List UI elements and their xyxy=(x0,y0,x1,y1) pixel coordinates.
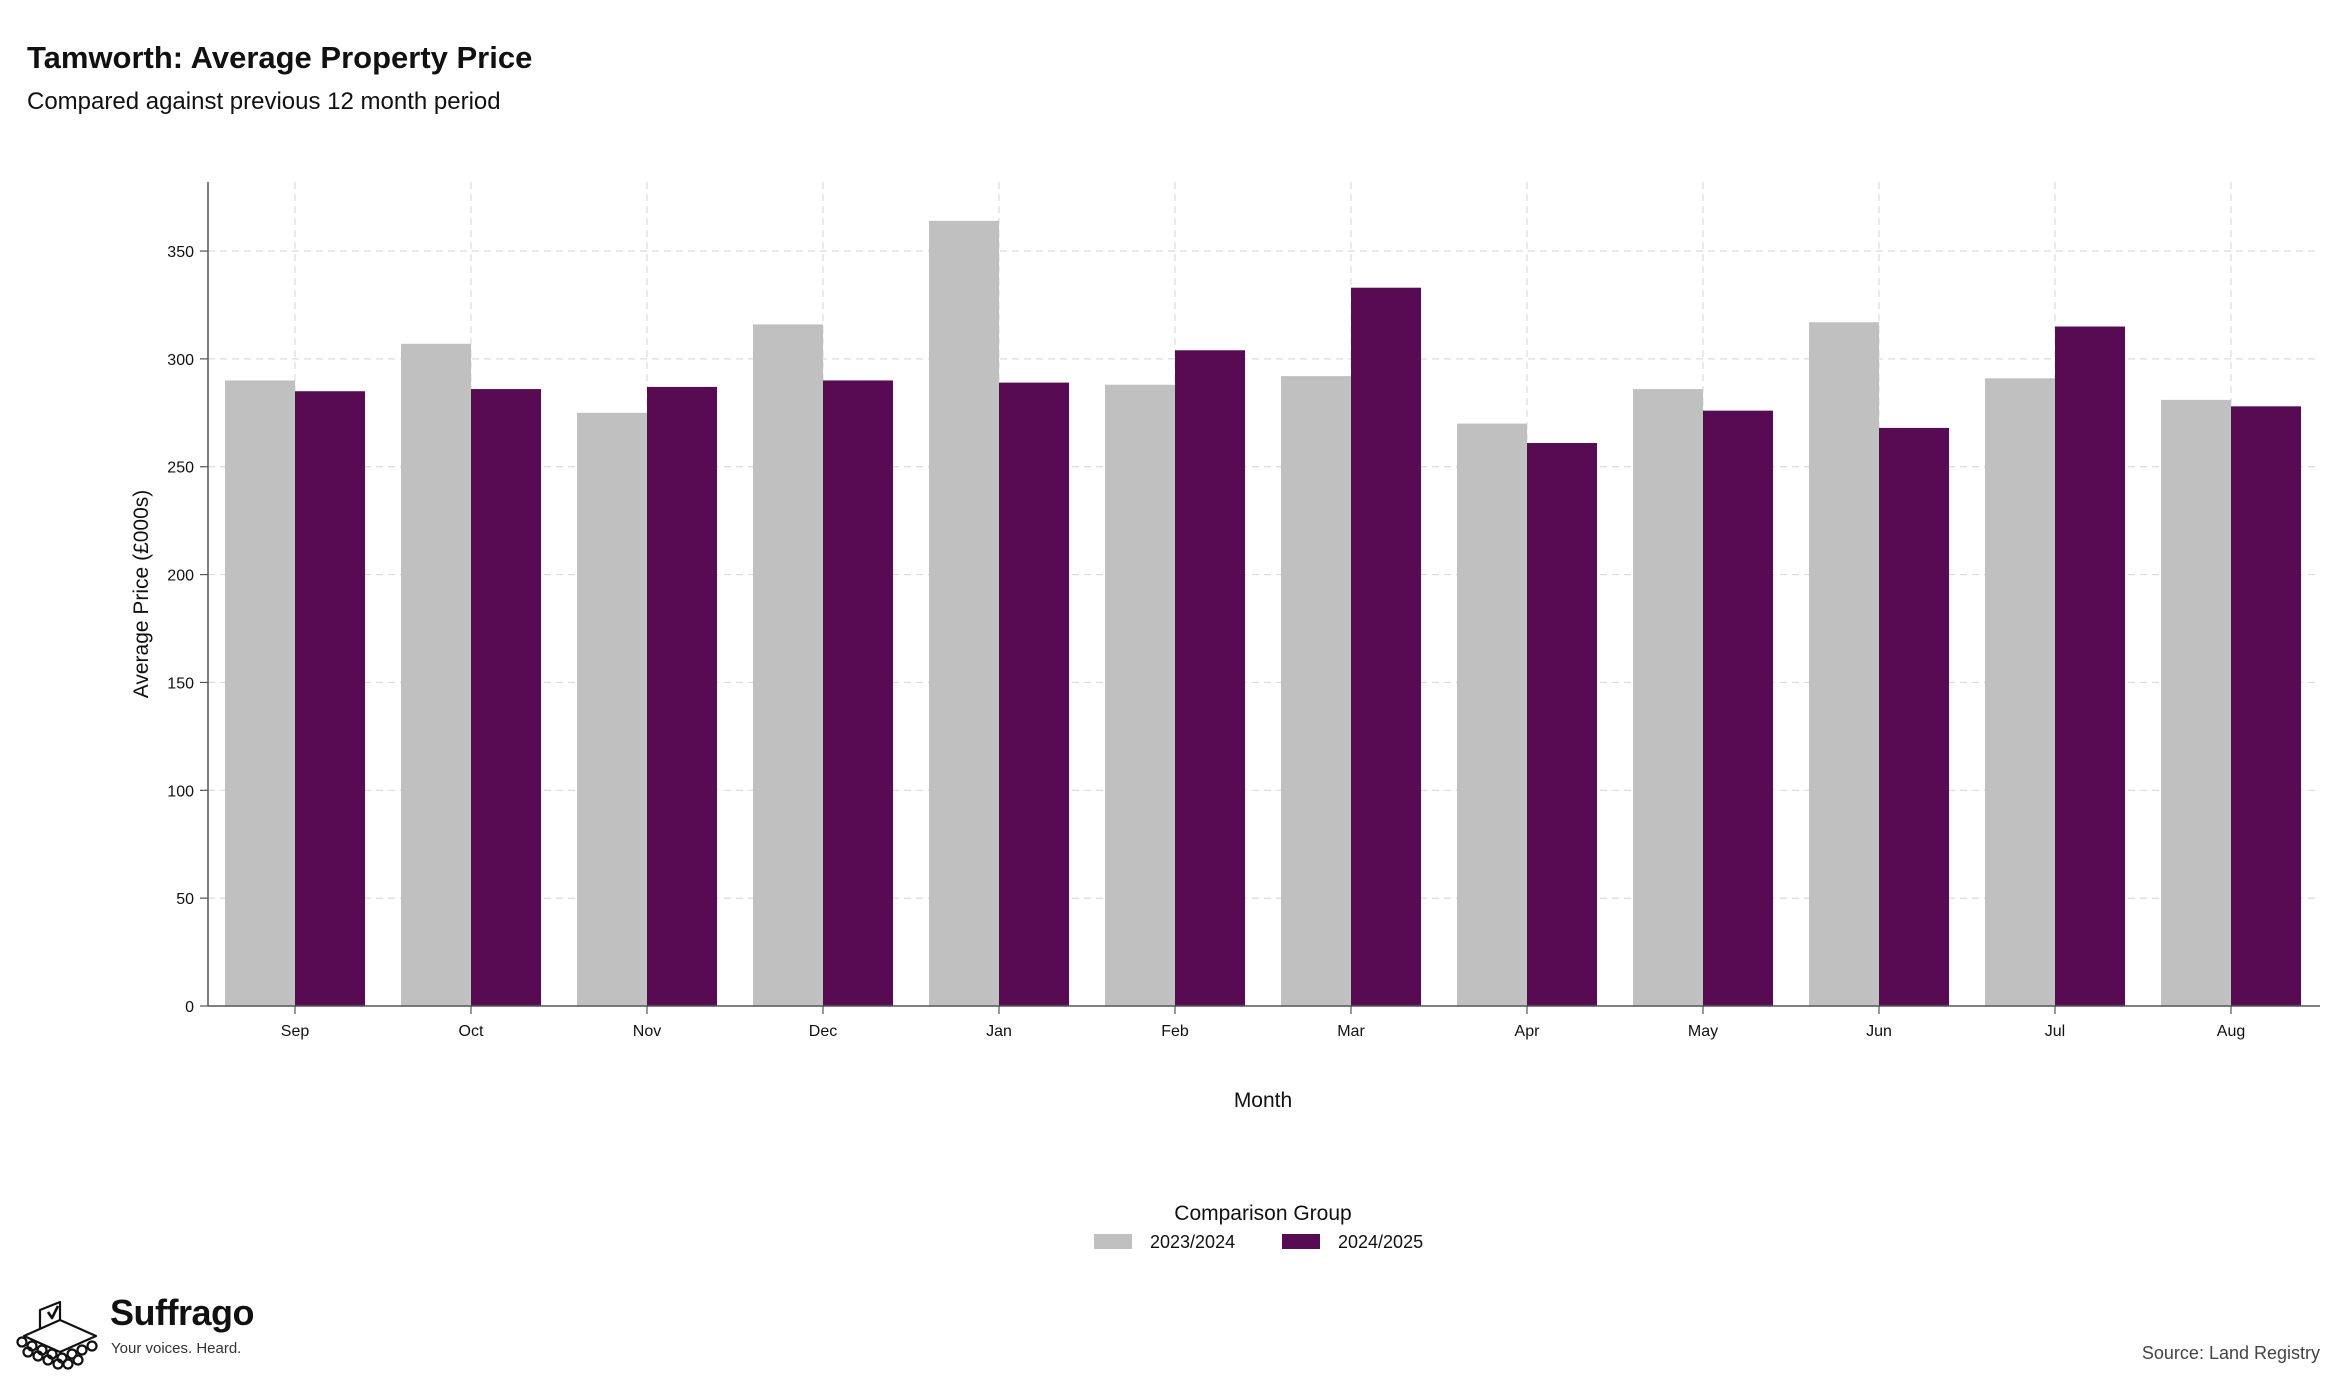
ballot-box-icon xyxy=(16,1300,98,1370)
x-tick-label: May xyxy=(1688,1023,1718,1040)
x-tick-label: Mar xyxy=(1337,1023,1365,1040)
x-tick-labels: Sep Oct Nov Dec Jan Feb Mar Apr May Jun Jul Aug xyxy=(281,1006,2245,1040)
legend-swatch-2023-2024 xyxy=(1094,1234,1132,1249)
y-tick-label: 300 xyxy=(167,352,194,369)
x-tick-label: Feb xyxy=(1161,1023,1189,1040)
brand-name: Suffrago xyxy=(110,1292,255,1333)
legend-title: Comparison Group xyxy=(1174,1202,1351,1225)
y-tick-label: 250 xyxy=(167,460,194,477)
x-tick-label: Sep xyxy=(281,1023,310,1040)
brand-tagline: Your voices. Heard. xyxy=(111,1340,242,1357)
y-tick-label: 0 xyxy=(185,999,194,1016)
bar-oct-2023-2024 xyxy=(401,343,471,1006)
x-tick-label: Jan xyxy=(986,1023,1012,1040)
bar-aug-2023-2024 xyxy=(2161,399,2231,1006)
bar-jul-2023-2024 xyxy=(1985,378,2055,1006)
x-tick-label: Aug xyxy=(2217,1023,2245,1040)
bar-may-2024-2025 xyxy=(1703,410,1773,1007)
y-tick-label: 200 xyxy=(167,568,194,585)
bar-sep-2023-2024 xyxy=(225,380,295,1006)
y-tick-label: 50 xyxy=(176,891,194,908)
bar-jul-2024-2025 xyxy=(2055,326,2125,1006)
bar-jun-2023-2024 xyxy=(1809,322,1879,1006)
bar-apr-2024-2025 xyxy=(1527,443,1597,1006)
legend-label-2023-2024: 2023/2024 xyxy=(1150,1232,1235,1252)
x-tick-label: Dec xyxy=(809,1023,837,1040)
bar-mar-2024-2025 xyxy=(1351,287,1421,1006)
bar-feb-2024-2025 xyxy=(1175,350,1245,1006)
x-tick-label: Jun xyxy=(1866,1023,1892,1040)
bar-feb-2023-2024 xyxy=(1105,384,1175,1006)
bar-jan-2024-2025 xyxy=(999,382,1069,1007)
x-tick-label: Apr xyxy=(1515,1023,1541,1040)
bar-jan-2023-2024 xyxy=(929,220,999,1007)
chart-title: Tamworth: Average Property Price xyxy=(27,40,533,75)
bar-nov-2024-2025 xyxy=(647,386,717,1006)
bar-nov-2023-2024 xyxy=(577,412,647,1006)
x-axis-title: Month xyxy=(1234,1089,1292,1112)
bar-sep-2024-2025 xyxy=(295,391,365,1006)
y-tick-label: 350 xyxy=(167,244,194,261)
x-tick-label: Oct xyxy=(459,1023,484,1040)
bar-apr-2023-2024 xyxy=(1457,423,1527,1006)
x-tick-label: Nov xyxy=(633,1023,661,1040)
legend-label-2024-2025: 2024/2025 xyxy=(1338,1232,1423,1252)
legend-swatch-2024-2025 xyxy=(1282,1234,1320,1249)
source-note: Source: Land Registry xyxy=(2141,1343,2320,1363)
bar-dec-2023-2024 xyxy=(753,324,823,1007)
chart-subtitle: Compared against previous 12 month perio… xyxy=(27,88,501,115)
x-tick-label: Jul xyxy=(2045,1023,2065,1040)
bar-dec-2024-2025 xyxy=(823,380,893,1006)
bar-mar-2023-2024 xyxy=(1281,376,1351,1007)
y-tick-labels: 0 50 100 150 200 250 300 350 xyxy=(167,244,208,1016)
bar-oct-2024-2025 xyxy=(471,389,541,1007)
y-tick-label: 150 xyxy=(167,675,194,692)
brand-logo: Suffrago Your voices. Heard. xyxy=(14,1292,314,1372)
y-tick-label: 100 xyxy=(167,783,194,800)
bar-jun-2024-2025 xyxy=(1879,427,1949,1006)
y-axis-title: Average Price (£000s) xyxy=(130,490,153,699)
legend: Comparison Group 2023/2024 2024/2025 xyxy=(1094,1202,1423,1252)
axes xyxy=(207,182,2320,1007)
bars xyxy=(225,220,2301,1007)
bar-may-2023-2024 xyxy=(1633,389,1703,1007)
bar-aug-2024-2025 xyxy=(2231,406,2301,1006)
